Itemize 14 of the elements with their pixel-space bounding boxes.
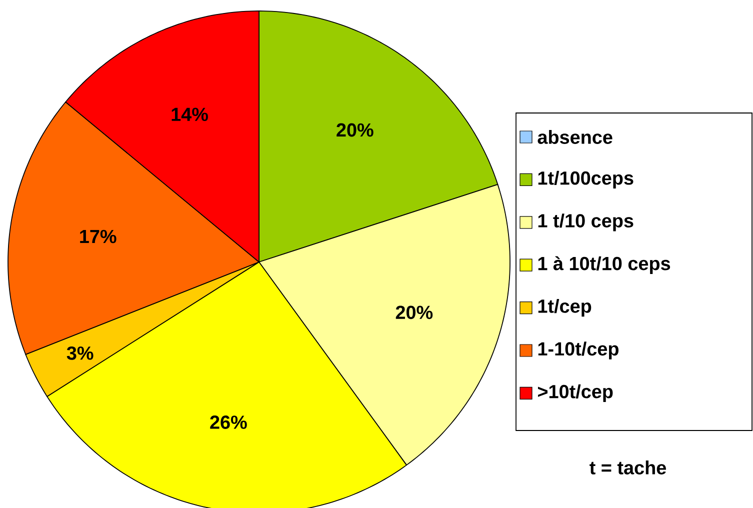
legend-label: 1 t/10 ceps bbox=[538, 214, 634, 232]
legend-label: >10t/cep bbox=[538, 384, 613, 402]
data-label: 17% bbox=[80, 230, 116, 244]
legend-label: absence bbox=[538, 130, 612, 144]
data-label: 26% bbox=[210, 416, 247, 429]
data-label: 14% bbox=[172, 108, 208, 122]
legend-label: 1-10t/cep bbox=[538, 342, 618, 360]
data-label: 20% bbox=[396, 306, 433, 320]
data-label: 20% bbox=[336, 123, 374, 137]
legend-label: 1t/cep bbox=[538, 298, 592, 317]
legend-label: 1t/100ceps bbox=[538, 170, 634, 189]
text: t = tache bbox=[590, 460, 666, 474]
legend-label: 1 à 10t/10 ceps bbox=[538, 256, 670, 274]
data-label: 3% bbox=[66, 346, 94, 360]
